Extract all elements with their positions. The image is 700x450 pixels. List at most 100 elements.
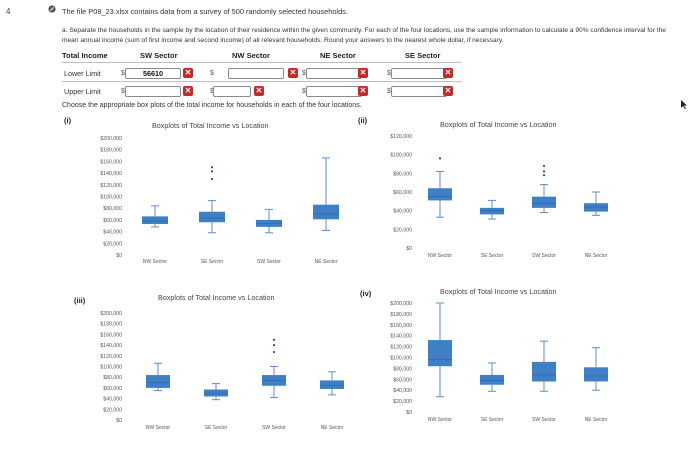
x-tick-label: NW Sector xyxy=(428,417,453,423)
box xyxy=(584,367,608,382)
x-tick-label: NE Sector xyxy=(585,417,608,423)
currency-symbol: $ xyxy=(387,88,391,95)
y-tick-label: $180,000 xyxy=(100,322,122,328)
y-tick-label: $180,000 xyxy=(390,312,412,318)
y-tick-label: $40,000 xyxy=(393,209,412,215)
box xyxy=(480,207,504,215)
option-label-i[interactable]: (i) xyxy=(64,116,72,125)
table-divider xyxy=(62,62,462,63)
option-label-iv[interactable]: (iv) xyxy=(360,289,372,298)
x-tick-label: SE Sector xyxy=(481,417,504,423)
wrong-answer-icon: ✕ xyxy=(183,68,193,78)
y-tick-label: $40,000 xyxy=(393,388,412,394)
y-tick-label: $80,000 xyxy=(103,206,122,212)
box xyxy=(320,380,344,389)
y-tick-label: $120,000 xyxy=(100,354,122,360)
lower-limit-sw-input[interactable]: 56610 xyxy=(125,68,181,79)
outlier-point xyxy=(542,164,546,167)
y-tick-label: $180,000 xyxy=(100,148,122,154)
y-tick-label: $140,000 xyxy=(390,334,412,340)
y-tick-label: $200,000 xyxy=(100,136,122,142)
y-tick-label: $20,000 xyxy=(393,399,412,405)
row-label-lower-limit: Lower Limit xyxy=(64,69,101,78)
y-tick-label: $20,000 xyxy=(103,407,122,413)
currency-symbol: $ xyxy=(121,88,125,95)
chart-title: Boxplots of Total Income vs Location xyxy=(158,293,275,302)
y-tick-label: $200,000 xyxy=(100,311,122,317)
boxplot-chart-iii[interactable]: $200,000 $180,000 $160,000 $140,000 $120,000… xyxy=(80,305,355,445)
y-tick-label: $160,000 xyxy=(100,332,122,338)
currency-symbol: $ xyxy=(210,70,214,77)
x-tick-label: NE Sector xyxy=(585,253,608,259)
column-header-se: SE Sector xyxy=(405,51,441,60)
x-tick-label: SW Sector xyxy=(257,259,281,265)
y-tick-label: $0 xyxy=(406,410,412,416)
y-tick-label: $20,000 xyxy=(393,227,412,233)
x-tick-label: NE Sector xyxy=(315,259,338,265)
option-label-ii[interactable]: (ii) xyxy=(358,116,368,125)
box xyxy=(428,188,452,201)
row-label-upper-limit: Upper Limit xyxy=(64,87,101,96)
x-tick-label: NE Sector xyxy=(321,425,344,431)
edit-pencil-icon[interactable] xyxy=(48,5,56,13)
outlier-point xyxy=(542,170,546,173)
outlier-point xyxy=(272,344,276,347)
part-a-instructions: a. Separate the households in the sample… xyxy=(62,27,666,44)
box xyxy=(532,361,556,382)
box xyxy=(428,340,452,367)
lower-limit-nw-input[interactable] xyxy=(228,68,284,79)
box xyxy=(199,211,225,223)
box xyxy=(146,375,170,388)
wrong-answer-icon: ✕ xyxy=(254,86,264,96)
outlier-point xyxy=(542,174,546,177)
chart-title: Boxplots of Total Income vs Location xyxy=(440,120,557,129)
upper-limit-nw-input[interactable] xyxy=(213,86,251,97)
y-tick-label: $100,000 xyxy=(390,356,412,362)
wrong-answer-icon: ✕ xyxy=(358,68,368,78)
y-tick-label: $160,000 xyxy=(390,323,412,329)
y-tick-label: $40,000 xyxy=(103,397,122,403)
boxplot-chart-iv[interactable]: $200,000 $180,000 $160,000 $140,000 $120,000… xyxy=(370,297,635,437)
box xyxy=(313,204,339,220)
outlier-point xyxy=(210,170,214,173)
table-divider xyxy=(62,81,462,82)
wrong-answer-icon: ✕ xyxy=(443,68,453,78)
x-tick-label: SE Sector xyxy=(205,425,228,431)
chart-title: Boxplots of Total Income vs Location xyxy=(152,121,269,130)
upper-limit-ne-input[interactable] xyxy=(306,86,362,97)
column-header-ne: NE Sector xyxy=(320,51,356,60)
y-tick-label: $20,000 xyxy=(103,241,122,247)
upper-limit-se-input[interactable] xyxy=(391,86,447,97)
boxplot-chart-ii[interactable]: $120,000 $100,000 $80,000 $60,000 $40,000 $20… xyxy=(370,130,635,270)
lower-limit-se-input[interactable] xyxy=(391,68,447,79)
outlier-point xyxy=(438,157,442,160)
x-tick-label: NW Sector xyxy=(428,253,453,259)
box xyxy=(584,203,608,212)
upper-limit-sw-input[interactable] xyxy=(125,86,181,97)
x-tick-label: SW Sector xyxy=(262,425,286,431)
box xyxy=(142,216,168,224)
y-tick-label: $120,000 xyxy=(390,134,412,140)
wrong-answer-icon: ✕ xyxy=(288,68,298,78)
y-tick-label: $0 xyxy=(116,418,122,424)
currency-symbol: $ xyxy=(387,70,391,77)
y-tick-label: $160,000 xyxy=(100,159,122,165)
option-label-iii[interactable]: (iii) xyxy=(74,296,86,305)
outlier-point xyxy=(210,177,214,181)
y-tick-label: $100,000 xyxy=(100,365,122,371)
column-header-nw: NW Sector xyxy=(232,51,270,60)
outlier-point xyxy=(272,350,276,354)
box xyxy=(532,196,556,208)
y-tick-label: $0 xyxy=(406,246,412,252)
y-tick-label: $140,000 xyxy=(100,343,122,349)
question-intro: The file P08_23.xlsx contains data from … xyxy=(62,7,348,16)
currency-symbol: $ xyxy=(121,70,125,77)
column-header-sw: SW Sector xyxy=(140,51,178,60)
boxplot-chart-i[interactable]: $200,000 $180,000 $160,000 $140,000 $120,000… xyxy=(80,130,355,270)
box xyxy=(480,374,504,385)
x-tick-label: NW Sector xyxy=(146,425,171,431)
y-tick-label: $80,000 xyxy=(393,366,412,372)
lower-limit-ne-input[interactable] xyxy=(306,68,362,79)
x-tick-label: SE Sector xyxy=(201,259,224,265)
currency-symbol: $ xyxy=(210,88,214,95)
